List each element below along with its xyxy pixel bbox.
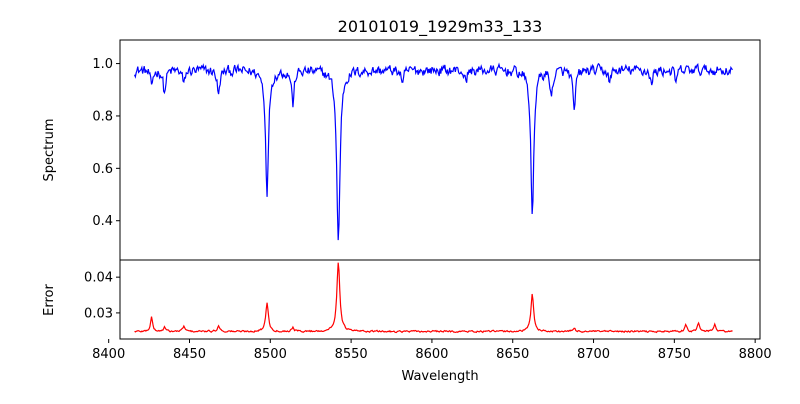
error-series-line — [134, 262, 733, 334]
x-tick-label: 8550 — [335, 347, 368, 362]
error-y-tick-label: 0.03 — [84, 306, 113, 321]
x-axis-label: Wavelength — [401, 369, 478, 384]
spectrum-panel: 0.4 0.6 0.8 1.0 — [92, 39, 761, 261]
x-tick-label: 8400 — [92, 347, 125, 362]
error-frame — [119, 259, 761, 340]
x-tick-label: 8800 — [739, 347, 772, 362]
x-tick-label: 8450 — [173, 347, 206, 362]
error-y-tick-label: 0.04 — [84, 271, 113, 286]
x-tick-label: 8700 — [577, 347, 610, 362]
spectrum-series-line — [133, 62, 733, 241]
y-axis-label-error: Error — [42, 284, 57, 316]
spectrum-y-tick-label: 0.6 — [92, 162, 113, 177]
x-tick-label: 8750 — [658, 347, 691, 362]
spectrum-y-tick-label: 0.4 — [92, 214, 113, 229]
x-tick-label: 8650 — [496, 347, 529, 362]
x-tick-label: 8600 — [415, 347, 448, 362]
x-axis: 8400 8450 8500 8550 8600 8650 8700 8750 8800 — [92, 339, 772, 362]
spectrum-y-tick-label: 0.8 — [92, 109, 113, 124]
spectrum-y-tick-label: 1.0 — [92, 57, 113, 72]
chart-title: 20101019_1929m33_133 — [338, 17, 543, 37]
error-panel: 0.03 0.04 — [84, 259, 761, 340]
y-axis-label-spectrum: Spectrum — [42, 119, 57, 182]
x-tick-label: 8500 — [254, 347, 287, 362]
